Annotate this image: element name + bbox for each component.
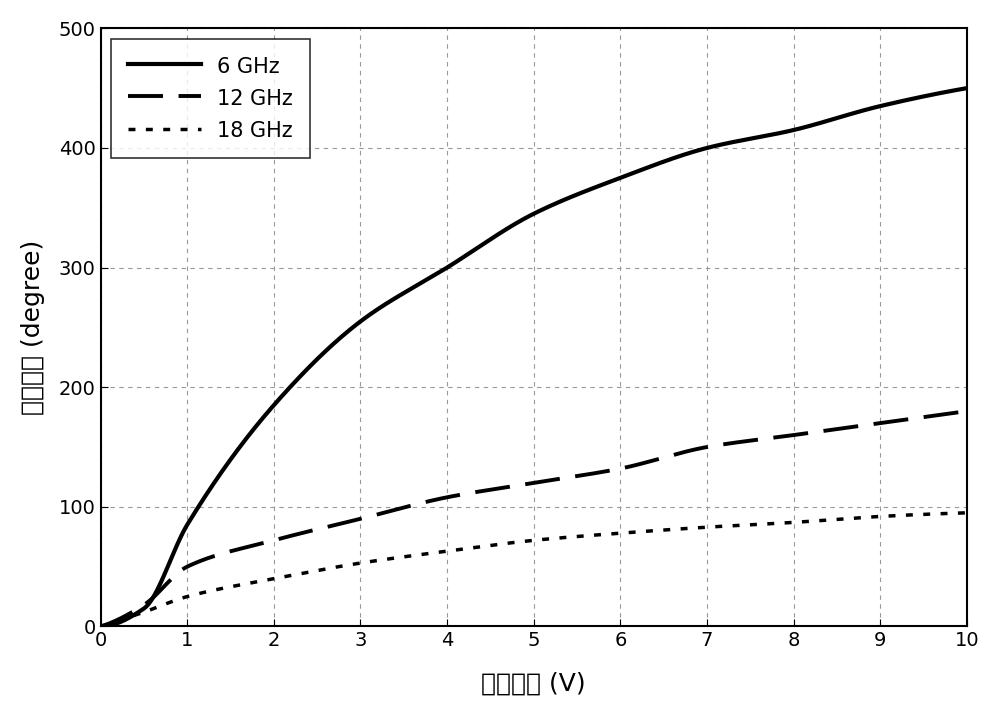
6 GHz (493, 230, 505, 238)
18 GHz (493, 540, 505, 548)
6 GHz (935, 89, 947, 97)
18 GHz (139, 607, 151, 616)
6 GHz (516, 216, 528, 224)
12 GHz (493, 484, 505, 493)
6 GHz (139, 604, 151, 612)
Line: 12 GHz: 12 GHz (101, 411, 967, 626)
12 GHz (935, 410, 947, 419)
Line: 6 GHz: 6 GHz (101, 88, 967, 626)
6 GHz (961, 84, 973, 92)
18 GHz (516, 537, 528, 546)
18 GHz (961, 508, 973, 517)
Legend: 6 GHz, 12 GHz, 18 GHz: 6 GHz, 12 GHz, 18 GHz (111, 39, 310, 158)
18 GHz (935, 509, 947, 518)
12 GHz (936, 410, 948, 419)
18 GHz (95, 622, 107, 631)
18 GHz (936, 509, 948, 518)
12 GHz (961, 407, 973, 415)
Y-axis label: 移相范围 (degree): 移相范围 (degree) (21, 240, 45, 415)
12 GHz (777, 432, 789, 441)
X-axis label: 控制电压 (V): 控制电压 (V) (481, 671, 586, 695)
12 GHz (516, 480, 528, 489)
6 GHz (95, 622, 107, 631)
12 GHz (95, 622, 107, 631)
6 GHz (777, 128, 789, 137)
18 GHz (777, 519, 789, 528)
6 GHz (936, 89, 948, 97)
12 GHz (139, 600, 151, 609)
Line: 18 GHz: 18 GHz (101, 513, 967, 626)
